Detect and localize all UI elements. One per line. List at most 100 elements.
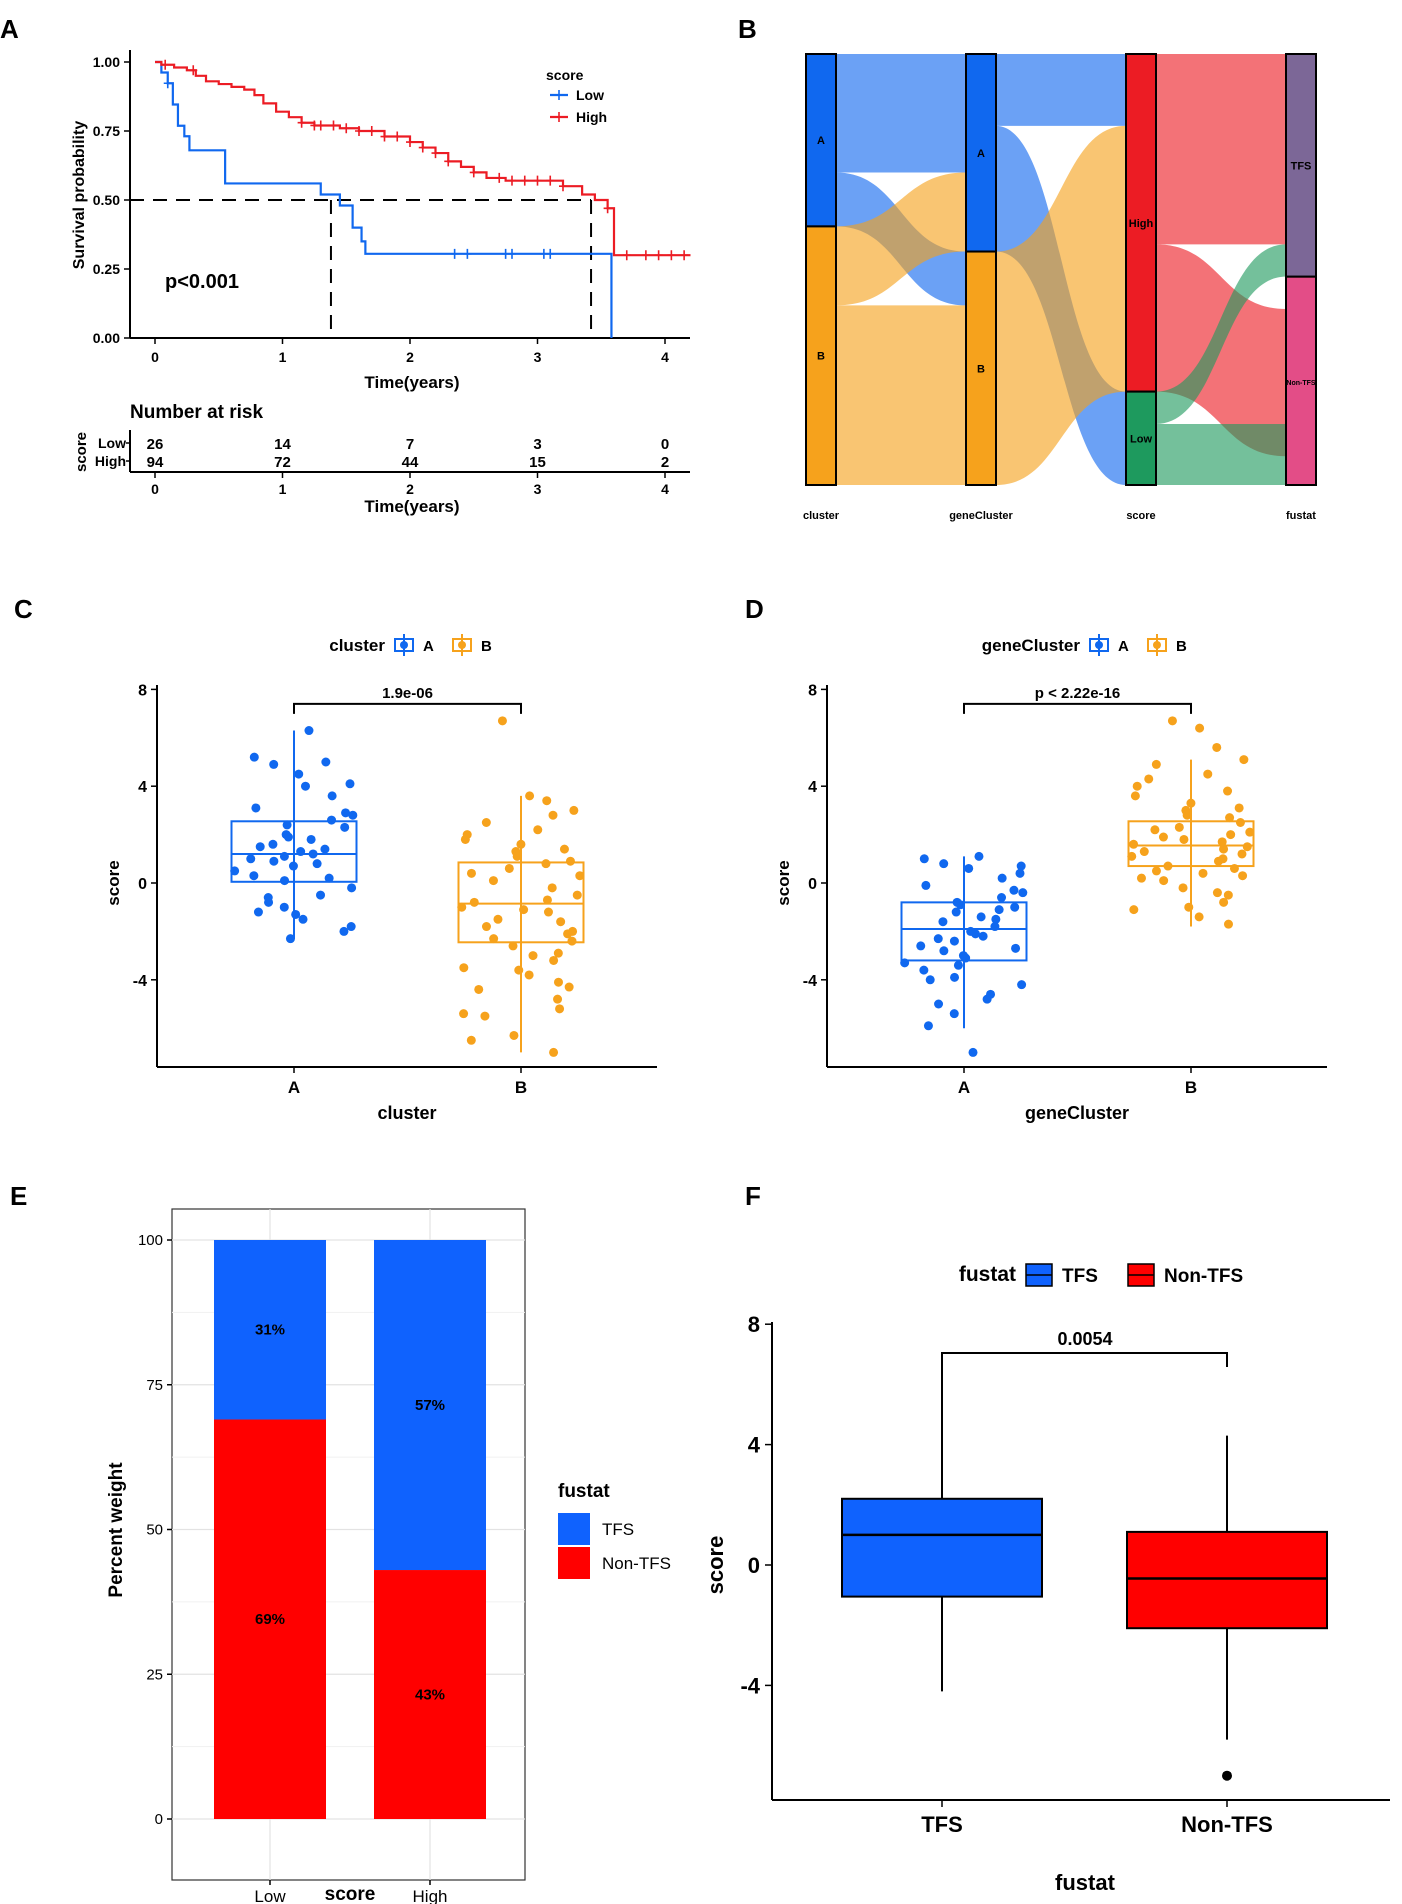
data-point	[279, 851, 289, 861]
legend-label: Non-TFS	[602, 1554, 671, 1573]
data-point	[346, 922, 356, 932]
data-point	[255, 842, 265, 852]
data-point	[327, 815, 337, 825]
data-point	[553, 994, 563, 1004]
box	[1126, 1530, 1328, 1630]
data-point	[925, 975, 935, 985]
sankey-node	[1125, 53, 1157, 393]
data-point	[279, 902, 289, 912]
data-point	[320, 844, 330, 854]
y-tick-label: -4	[740, 1673, 760, 1698]
risk-x-tick-label: 0	[151, 481, 159, 497]
y-tick-label: 4	[748, 1433, 761, 1458]
censor-mark	[622, 250, 631, 261]
data-point	[1167, 716, 1177, 726]
data-point	[541, 859, 551, 869]
censor-mark	[380, 131, 389, 142]
data-point	[997, 873, 1007, 883]
legend-label: Non-TFS	[1164, 1266, 1243, 1287]
censor-mark	[603, 203, 612, 214]
panel-label-b: B	[738, 14, 757, 44]
p-value-label: 0.0054	[1057, 1329, 1112, 1349]
y-axis-title: Percent weight	[106, 1462, 127, 1598]
sankey-node-label: B	[817, 351, 825, 363]
data-point	[542, 895, 552, 905]
legend-label: B	[1176, 638, 1187, 655]
data-point	[316, 890, 326, 900]
data-point	[509, 1030, 519, 1040]
x-tick-label: TFS	[921, 1812, 963, 1837]
risk-x-tick-label: 3	[534, 481, 542, 497]
p-value-label: p < 2.22e-16	[1035, 685, 1120, 702]
data-point	[543, 907, 553, 917]
x-axis-title: Time(years)	[364, 373, 459, 392]
panel-f-boxplot: -4 0 4 8 TFS Non-TFS fustat score 0.0054 fustat TF…	[703, 1263, 1390, 1895]
data-point	[1129, 905, 1139, 915]
legend-key-dot	[1153, 641, 1161, 649]
censor-mark	[546, 175, 555, 186]
y-tick-label: 0	[808, 876, 817, 893]
risk-count: 44	[402, 454, 419, 471]
data-point	[1009, 885, 1019, 895]
censor-mark	[342, 123, 351, 134]
data-point	[525, 791, 535, 801]
x-tick-label: A	[288, 1078, 300, 1097]
censor-mark	[189, 65, 198, 76]
censor-mark	[508, 175, 516, 186]
data-point	[1245, 827, 1255, 837]
censor-mark	[163, 78, 172, 89]
data-point	[1237, 849, 1247, 859]
data-point	[1158, 832, 1168, 842]
data-point	[1130, 791, 1140, 801]
y-tick-label: -4	[803, 973, 817, 990]
censor-mark	[418, 142, 427, 153]
data-point	[308, 849, 318, 859]
data-point	[306, 834, 316, 844]
sankey-node	[1285, 275, 1317, 486]
flow-high-tfs	[1156, 54, 1286, 245]
data-point	[949, 936, 959, 946]
data-point	[291, 909, 301, 919]
sankey-node-label: High	[1129, 218, 1154, 230]
data-point	[512, 851, 522, 861]
data-point	[533, 825, 543, 835]
data-point	[1203, 769, 1213, 779]
risk-x-tick-label: 1	[279, 481, 287, 497]
box	[457, 861, 585, 944]
data-point	[991, 914, 1001, 924]
y-tick-label: 75	[146, 1377, 163, 1394]
data-point	[575, 871, 585, 881]
risk-y-title: score	[73, 432, 90, 472]
data-point	[481, 818, 491, 827]
data-point	[345, 779, 355, 789]
data-point	[1139, 847, 1149, 857]
sankey-axis-label: fustat	[1286, 510, 1316, 522]
data-point	[481, 922, 491, 932]
box	[1127, 820, 1255, 868]
x-tick-label: B	[1185, 1078, 1197, 1097]
censor-mark	[444, 156, 453, 167]
data-point	[269, 856, 279, 866]
x-tick-label: Non-TFS	[1181, 1812, 1273, 1837]
flow-geneA-high	[996, 54, 1126, 126]
x-tick-label: 3	[534, 349, 542, 365]
data-point	[556, 917, 566, 927]
legend-title: geneCluster	[982, 636, 1081, 655]
data-point	[934, 999, 944, 1009]
data-point	[949, 1009, 959, 1019]
risk-table-title: Number at risk	[130, 402, 263, 423]
significance-bracket	[941, 1352, 1228, 1367]
data-point	[548, 810, 558, 820]
data-point	[939, 859, 949, 869]
data-point	[1226, 830, 1236, 840]
data-point	[516, 839, 526, 849]
data-point	[1217, 837, 1227, 847]
data-point	[1212, 888, 1222, 898]
data-point	[572, 890, 582, 900]
risk-count: 26	[147, 436, 164, 453]
y-tick-label: 4	[808, 779, 817, 796]
data-point	[1151, 866, 1161, 876]
x-tick-label: 4	[661, 349, 669, 365]
data-point	[1229, 863, 1239, 873]
data-point	[282, 820, 292, 830]
